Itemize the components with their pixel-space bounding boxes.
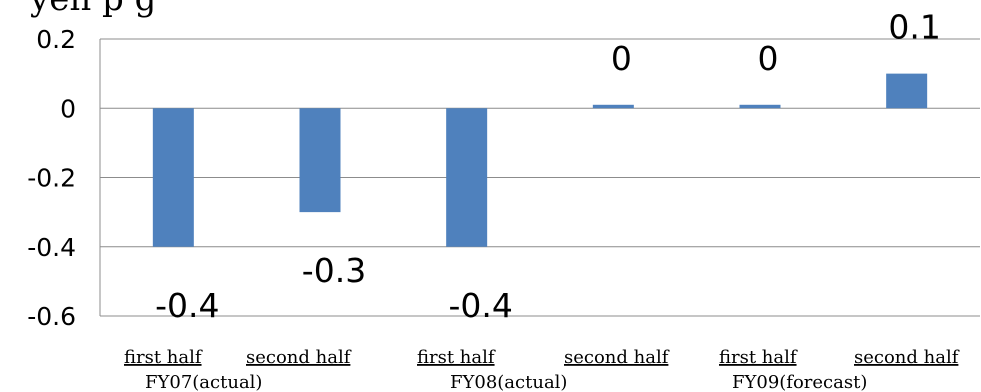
data-label: -0.4 bbox=[448, 286, 512, 325]
chart-title-fragment: yen p g bbox=[29, 0, 156, 19]
y-tick-label: -0.4 bbox=[27, 233, 76, 262]
data-label: 0 bbox=[758, 39, 779, 78]
x-category-label: first half bbox=[417, 347, 496, 368]
data-label: -0.4 bbox=[155, 286, 219, 325]
x-category-label: first half bbox=[124, 347, 203, 368]
bar bbox=[886, 73, 928, 109]
bar bbox=[446, 108, 488, 247]
bar bbox=[739, 104, 781, 109]
y-tick-label: -0.6 bbox=[27, 302, 76, 331]
x-axis-groups: FY07(actual) FY08(actual) FY09(forecast) bbox=[145, 372, 867, 392]
x-category-label: second half bbox=[854, 347, 960, 368]
x-category-label: first half bbox=[719, 347, 798, 368]
y-tick-label: -0.2 bbox=[27, 164, 76, 193]
bar bbox=[152, 108, 194, 247]
y-tick-label: 0.2 bbox=[36, 25, 76, 54]
x-group-label: FY07(actual) bbox=[145, 372, 262, 392]
data-labels: -0.4 -0.3 -0.4 0 0 0.1 bbox=[155, 8, 941, 325]
bar bbox=[592, 104, 634, 109]
y-tick-label: 0 bbox=[60, 94, 76, 123]
data-label: -0.3 bbox=[302, 251, 366, 290]
x-group-label: FY08(actual) bbox=[450, 372, 567, 392]
data-label: 0.1 bbox=[888, 8, 940, 47]
x-axis-categories: first half second half first half second ha… bbox=[124, 347, 960, 368]
x-group-label: FY09(forecast) bbox=[732, 372, 867, 392]
y-axis: 0.2 0 -0.2 -0.4 -0.6 bbox=[27, 25, 101, 331]
bar bbox=[299, 108, 341, 213]
x-category-label: second half bbox=[246, 347, 352, 368]
data-label: 0 bbox=[611, 39, 632, 78]
x-category-label: second half bbox=[564, 347, 670, 368]
grid-lines bbox=[100, 38, 980, 317]
bars bbox=[152, 73, 928, 247]
